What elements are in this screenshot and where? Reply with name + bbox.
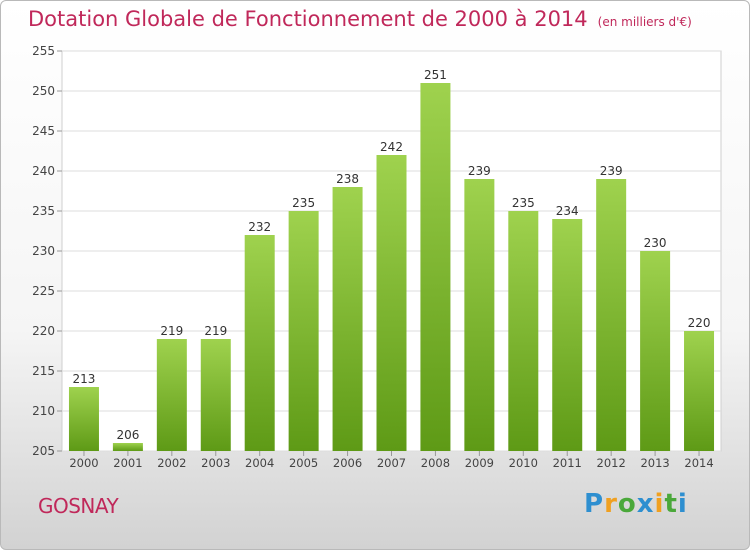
data-label: 213 (73, 372, 96, 386)
bar-2013 (640, 251, 671, 451)
data-label: 238 (336, 172, 359, 186)
data-label: 251 (424, 68, 447, 82)
data-label: 206 (116, 428, 139, 442)
bar-2010 (508, 211, 539, 451)
x-tick-label: 2006 (333, 456, 362, 470)
x-tick-label: 2005 (289, 456, 318, 470)
bar-2004 (244, 235, 275, 451)
y-tick-label: 245 (32, 124, 55, 138)
data-label: 235 (292, 196, 315, 210)
bar-2006 (332, 187, 363, 451)
bar-2005 (288, 211, 319, 451)
y-tick-label: 225 (32, 284, 55, 298)
x-tick-label: 2008 (421, 456, 450, 470)
data-label: 242 (380, 140, 403, 154)
bar-2014 (684, 331, 715, 451)
data-label: 234 (556, 204, 579, 218)
data-label: 219 (204, 324, 227, 338)
x-tick-label: 2004 (245, 456, 274, 470)
data-label: 219 (160, 324, 183, 338)
y-tick-label: 250 (32, 84, 55, 98)
data-label: 220 (688, 316, 711, 330)
brand-letter: P (584, 489, 605, 519)
bar-2011 (552, 219, 583, 451)
x-axis: 2000 2001 2002 2003 2004 2005 2006 2007 2008 2009… (69, 451, 714, 470)
y-tick-label: 255 (32, 44, 55, 58)
x-tick-label: 2009 (465, 456, 494, 470)
x-tick-label: 2012 (597, 456, 626, 470)
bar-2001 (112, 443, 143, 451)
data-label: 232 (248, 220, 271, 234)
brand-letter: i (654, 489, 665, 519)
bar-2000 (68, 387, 99, 451)
bar-2007 (376, 155, 407, 451)
brand-letter: t (664, 489, 678, 519)
y-tick-label: 230 (32, 244, 55, 258)
x-tick-label: 2001 (113, 456, 142, 470)
x-tick-label: 2002 (157, 456, 186, 470)
bar-2009 (464, 179, 495, 451)
y-tick-label: 220 (32, 324, 55, 338)
data-label: 239 (600, 164, 623, 178)
x-tick-label: 2011 (553, 456, 582, 470)
chart-subtitle: (en milliers d'€) (597, 15, 692, 29)
data-label: 239 (468, 164, 491, 178)
y-tick-label: 235 (32, 204, 55, 218)
data-label: 230 (644, 236, 667, 250)
bar-2012 (596, 179, 627, 451)
brand-letter: i (677, 489, 688, 519)
x-tick-label: 2000 (69, 456, 98, 470)
bar-2003 (200, 339, 231, 451)
y-tick-label: 240 (32, 164, 55, 178)
bar-2002 (156, 339, 187, 451)
chart-title: Dotation Globale de Fonctionnement de 20… (28, 7, 692, 31)
brand-letter: o (617, 489, 637, 519)
city-name: GOSNAY (38, 494, 119, 518)
y-axis: 205 210 215 220 225 230 235 240 245 250 255 (32, 44, 62, 458)
brand-letter: x (636, 489, 655, 519)
chart-title-text: Dotation Globale de Fonctionnement de 20… (28, 7, 588, 31)
x-tick-label: 2003 (201, 456, 230, 470)
x-tick-label: 2007 (377, 456, 406, 470)
data-label: 235 (512, 196, 535, 210)
y-tick-label: 210 (32, 404, 55, 418)
bars: 213 206 219 219 232 235 238 242 251 239 235 234 239 2… (68, 68, 715, 451)
x-tick-label: 2010 (509, 456, 538, 470)
y-tick-label: 205 (32, 444, 55, 458)
bar-2008 (420, 83, 451, 451)
y-tick-label: 215 (32, 364, 55, 378)
brand-letter: r (604, 489, 618, 519)
x-tick-label: 2014 (684, 456, 713, 470)
x-tick-label: 2013 (640, 456, 669, 470)
brand-logo: Proxiti (584, 489, 688, 519)
